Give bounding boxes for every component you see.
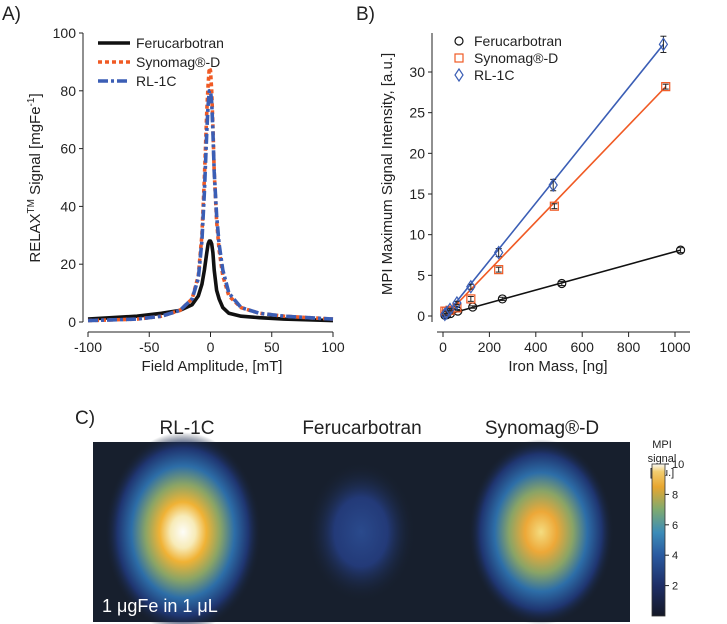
panel-a-axes: 0 20 40 60 80 100 -100 -50 0 50 100 [53,25,345,355]
legend-label-ferucarbotran: Ferucarbotran [474,33,562,49]
image-label-synomag: Synomag®-D [485,418,599,439]
panel-a-series [87,65,334,323]
panel-a-ytick-label: 0 [68,314,76,330]
series-line-ferucarbotran [87,239,334,323]
panel-a-ytick-label: 60 [60,141,76,157]
panel-b-xlabel: Iron Mass, [ng] [508,358,607,375]
data-point-rl-1c [445,302,455,317]
panel-c: C) RL-1C Ferucarbotran Synomag®-D 1 μgFe… [75,408,684,624]
legend-label-rl-1c: RL-1C [136,73,176,89]
mpi-image-synomag-d [468,439,614,624]
panel-b-ytick-label: 5 [417,267,425,283]
panel-a: A) 0 20 40 60 80 100 -100 -50 0 50 100 Ferucarbotr… [2,4,345,375]
panel-a-xtick-label: 100 [321,339,345,355]
panel-a-ytick-label: 40 [60,198,76,214]
data-point-ferucarbotran [675,245,686,255]
data-point-synomag-d [466,294,476,304]
data-point-rl-1c [452,295,462,311]
image-label-ferucarbotran: Ferucarbotran [302,418,421,439]
panel-b-label: B) [356,4,375,25]
panel-a-ytick-label: 20 [60,256,76,272]
panel-a-xtick-label: -100 [74,339,102,355]
panel-b-xtick-label: 800 [617,339,641,355]
colorbar [651,463,666,617]
panel-b-ytick-label: 0 [417,308,425,324]
data-point-synomag-d [494,265,504,275]
data-point-ferucarbotran [497,294,507,304]
panel-b-xtick-label: 400 [524,339,548,355]
panel-b-xtick-label: 600 [571,339,595,355]
panel-b-ytick-label: 30 [409,64,425,80]
colorbar-title-2: signal [648,453,677,465]
colorbar-title-1: MPI [652,439,672,451]
colorbar-tick-label: 10 [672,459,684,471]
legend-label-synomag-d: Synomag®-D [474,50,558,66]
panel-a-xtick-label: 50 [264,339,280,355]
panel-c-label: C) [75,408,95,429]
panel-a-legend: Ferucarbotran Synomag®-D RL-1C [98,35,224,89]
panel-b-axes: 0 5 10 15 20 25 30 0 200 400 600 800 1000 [409,33,691,355]
panel-a-xtick-label: 0 [207,339,215,355]
panel-b-ytick-label: 10 [409,227,425,243]
legend-label-ferucarbotran: Ferucarbotran [136,35,224,51]
panel-b-ylabel: MPI Maximum Signal Intensity, [a.u.] [379,53,396,295]
series-line-synomag-d [87,65,334,323]
legend-marker-ferucarbotran [454,36,464,46]
data-point-synomag-d [661,82,671,92]
colorbar-tick-label: 2 [672,581,678,593]
dose-annotation: 1 μgFe in 1 μL [102,596,218,616]
colorbar-tick-label: 8 [672,489,678,501]
data-point-synomag-d [549,201,559,211]
data-point-rl-1c [548,177,558,193]
panel-a-ytick-label: 80 [60,83,76,99]
panel-b-ytick-label: 25 [409,105,425,121]
series-line-rl-1c [87,89,334,323]
legend-label-synomag-d: Synomag®-D [136,54,220,70]
panel-b-xtick-label: 0 [439,339,447,355]
panel-a-ytick-label: 100 [53,25,77,41]
panel-b-ytick-label: 15 [409,186,425,202]
legend-marker-rl-1c [454,67,464,83]
data-point-ferucarbotran [557,278,567,289]
panel-a-ylabel: RELAXTM Signal [mgFe-1] [26,93,44,262]
legend-marker-synomag-d [454,53,464,63]
colorbar-ticks: 2 4 6 8 10 [665,459,684,593]
panel-b-ytick-label: 20 [409,145,425,161]
panel-a-xlabel: Field Amplitude, [mT] [142,358,283,375]
panel-a-xtick-label: -50 [139,339,159,355]
panel-b-xtick-label: 1000 [659,339,690,355]
mpi-image-ferucarbotran [307,463,415,601]
panel-b-xtick-label: 200 [478,339,502,355]
data-point-rl-1c [493,245,504,260]
colorbar-tick-label: 6 [672,520,678,532]
panel-a-label: A) [2,4,21,25]
data-point-rl-1c [466,279,476,294]
colorbar-tick-label: 4 [672,550,678,562]
mpi-image-rl-1c [105,432,261,624]
panel-b: B) 0 5 10 15 20 25 30 0 200 400 600 800 1000 Ferucar… [356,4,691,375]
legend-label-rl-1c: RL-1C [474,67,514,83]
mpi-images [105,432,614,624]
data-point-rl-1c [658,37,669,52]
panel-b-series [440,35,686,322]
